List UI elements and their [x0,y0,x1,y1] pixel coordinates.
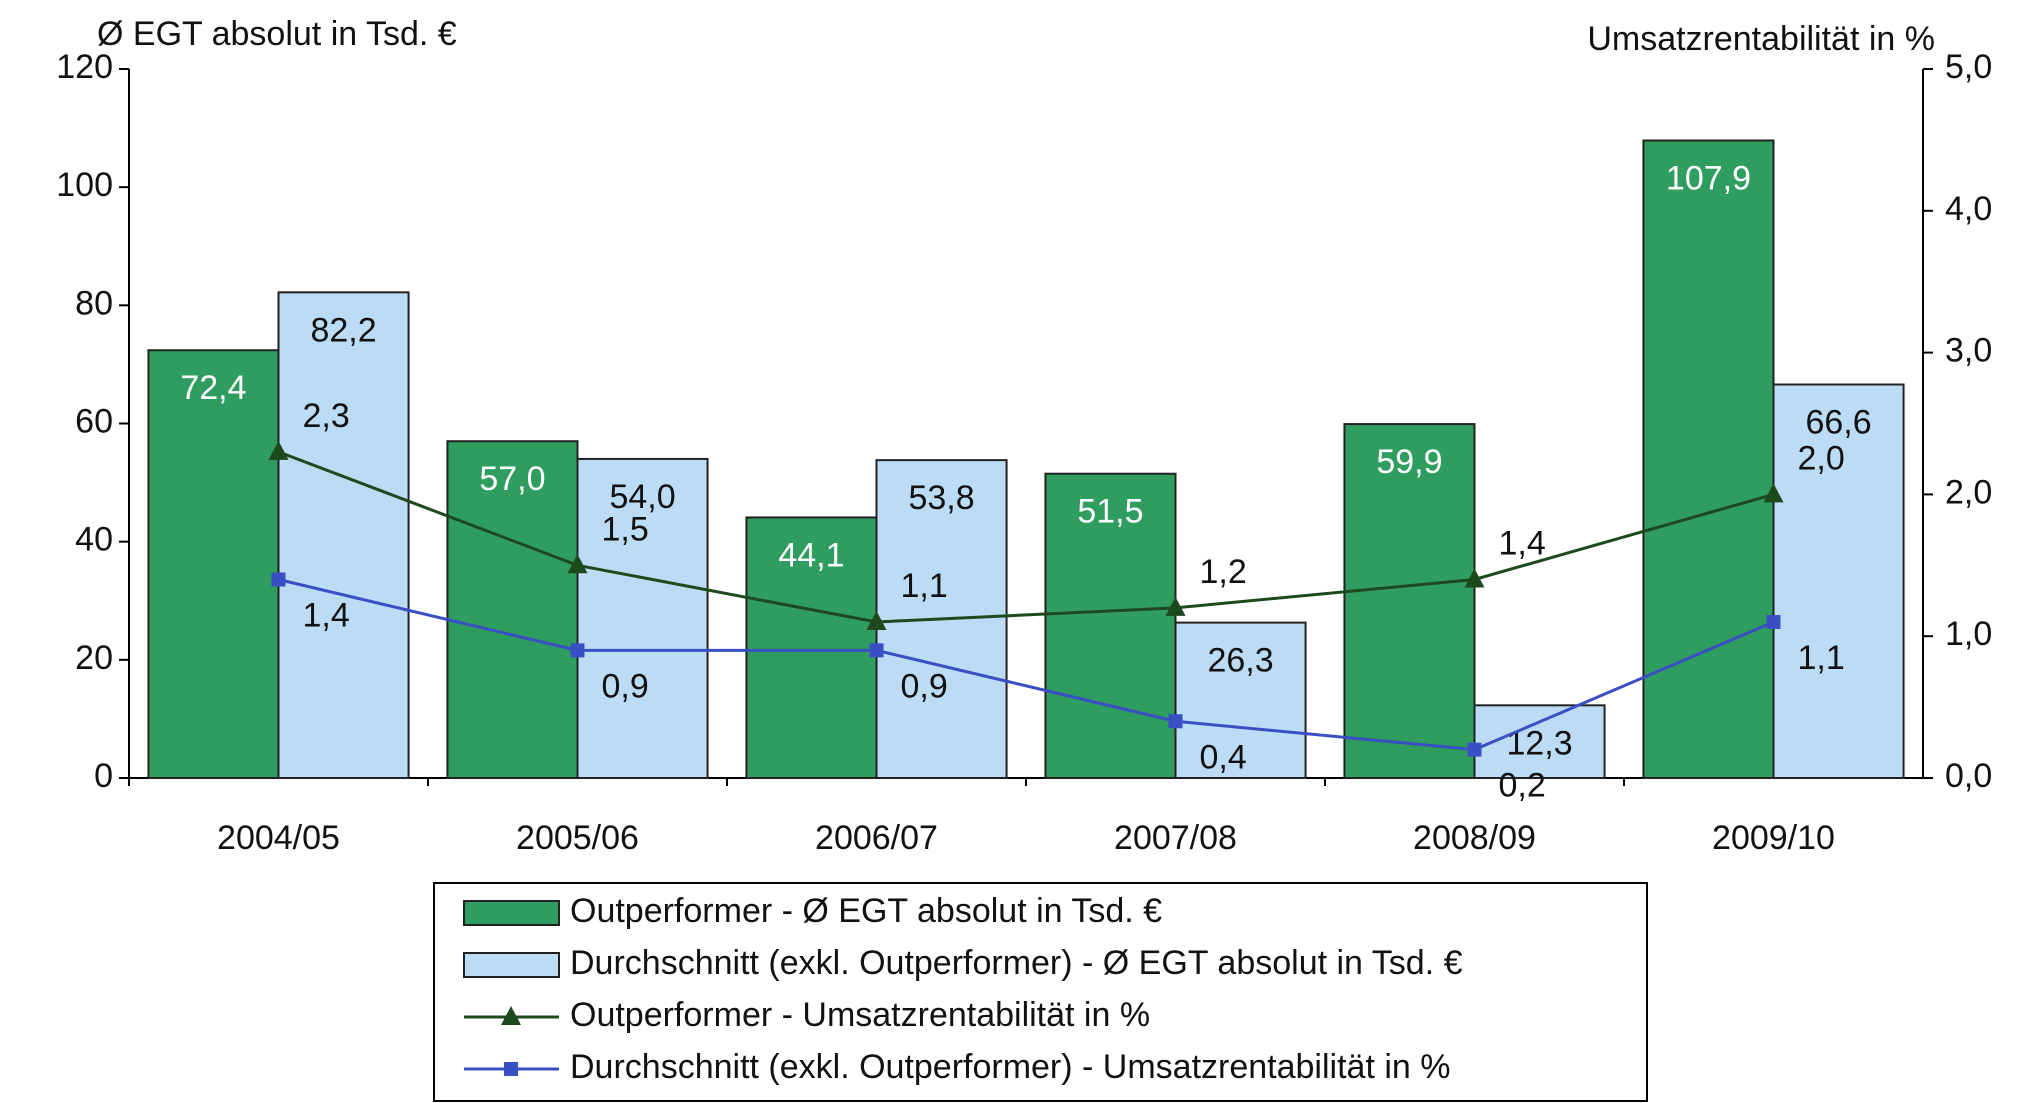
bar-value-label: 51,5 [1077,493,1143,531]
y-tick-label: 100 [56,166,113,204]
bar [1174,621,1307,779]
x-tick-label: 2009/10 [1712,819,1835,857]
x-tick-label: 2006/07 [815,819,938,857]
bar [1044,472,1177,779]
y2-tick-label: 3,0 [1945,332,1992,370]
bar [147,349,280,779]
line [278,578,1775,752]
line [277,450,1774,624]
line-value-label: 1,1 [1798,639,1845,677]
legend-box [433,882,1648,1102]
line-marker [1464,568,1485,588]
y-tick-label: 40 [75,521,113,559]
line-marker [268,440,289,460]
line-value-label: 0,9 [901,667,948,705]
bar-value-label: 66,6 [1805,403,1871,441]
bar [446,440,579,779]
line-value-label: 2,3 [303,397,350,435]
bar [277,291,410,779]
bar [576,457,709,779]
line-marker [1165,596,1186,616]
bar-value-label: 12,3 [1506,724,1572,762]
line-marker [271,572,286,587]
legend-label: Outperformer - Umsatzrentabilität in % [570,996,1150,1034]
line-marker [567,554,588,574]
bar-value-label: 82,2 [310,311,376,349]
line-value-label: 1,1 [901,567,948,605]
y2-tick-label: 2,0 [1945,473,1992,511]
line-value-label: 2,0 [1798,439,1845,477]
x-tick-label: 2008/09 [1413,819,1536,857]
legend-swatch [463,900,560,926]
y-axis-title: Ø EGT absolut in Tsd. € [97,15,457,53]
bar-value-label: 57,0 [479,460,545,498]
legend-marker [504,1062,518,1076]
bar [1343,423,1476,779]
bar [1642,139,1775,779]
bar-value-label: 26,3 [1207,642,1273,680]
line-marker [869,643,884,658]
bar-value-label: 59,9 [1376,443,1442,481]
legend-label: Outperformer - Ø EGT absolut in Tsd. € [570,892,1162,930]
y-tick-label: 20 [75,639,113,677]
line-marker [570,643,585,658]
x-tick-label: 2004/05 [217,819,340,857]
legend-marker [501,1006,521,1025]
legend-label: Durchschnitt (exkl. Outperformer) - Umsa… [570,1048,1450,1086]
bar [1772,383,1905,779]
y2-tick-label: 0,0 [1945,757,1992,795]
line-value-label: 0,9 [602,667,649,705]
line-marker [1467,742,1482,757]
y2-axis-title: Umsatzrentabilität in % [1587,20,1935,58]
line-value-label: 1,4 [1499,524,1546,562]
line-marker [1168,714,1183,729]
bar-value-label: 44,1 [778,536,844,574]
line-value-label: 1,5 [602,510,649,548]
line-marker [1763,483,1784,503]
y2-tick-label: 5,0 [1945,48,1992,86]
y2-tick-label: 4,0 [1945,190,1992,228]
bar-value-label: 54,0 [609,478,675,516]
bar-value-label: 107,9 [1666,159,1751,197]
y-tick-label: 80 [75,284,113,322]
bar-value-label: 53,8 [908,479,974,517]
line-value-label: 0,2 [1499,767,1546,805]
bar [745,516,878,779]
line-marker [866,611,887,631]
y-tick-label: 0 [94,757,113,795]
bar-value-label: 72,4 [180,369,246,407]
y2-tick-label: 1,0 [1945,615,1992,653]
legend-label: Durchschnitt (exkl. Outperformer) - Ø EG… [570,944,1463,982]
line-value-label: 1,4 [303,596,350,634]
line-marker [1766,615,1781,630]
x-tick-label: 2005/06 [516,819,639,857]
legend-swatch [463,952,560,978]
y-tick-label: 120 [56,48,113,86]
x-tick-label: 2007/08 [1114,819,1237,857]
line-value-label: 1,2 [1200,553,1247,591]
line-value-label: 0,4 [1200,738,1247,776]
y-tick-label: 60 [75,402,113,440]
